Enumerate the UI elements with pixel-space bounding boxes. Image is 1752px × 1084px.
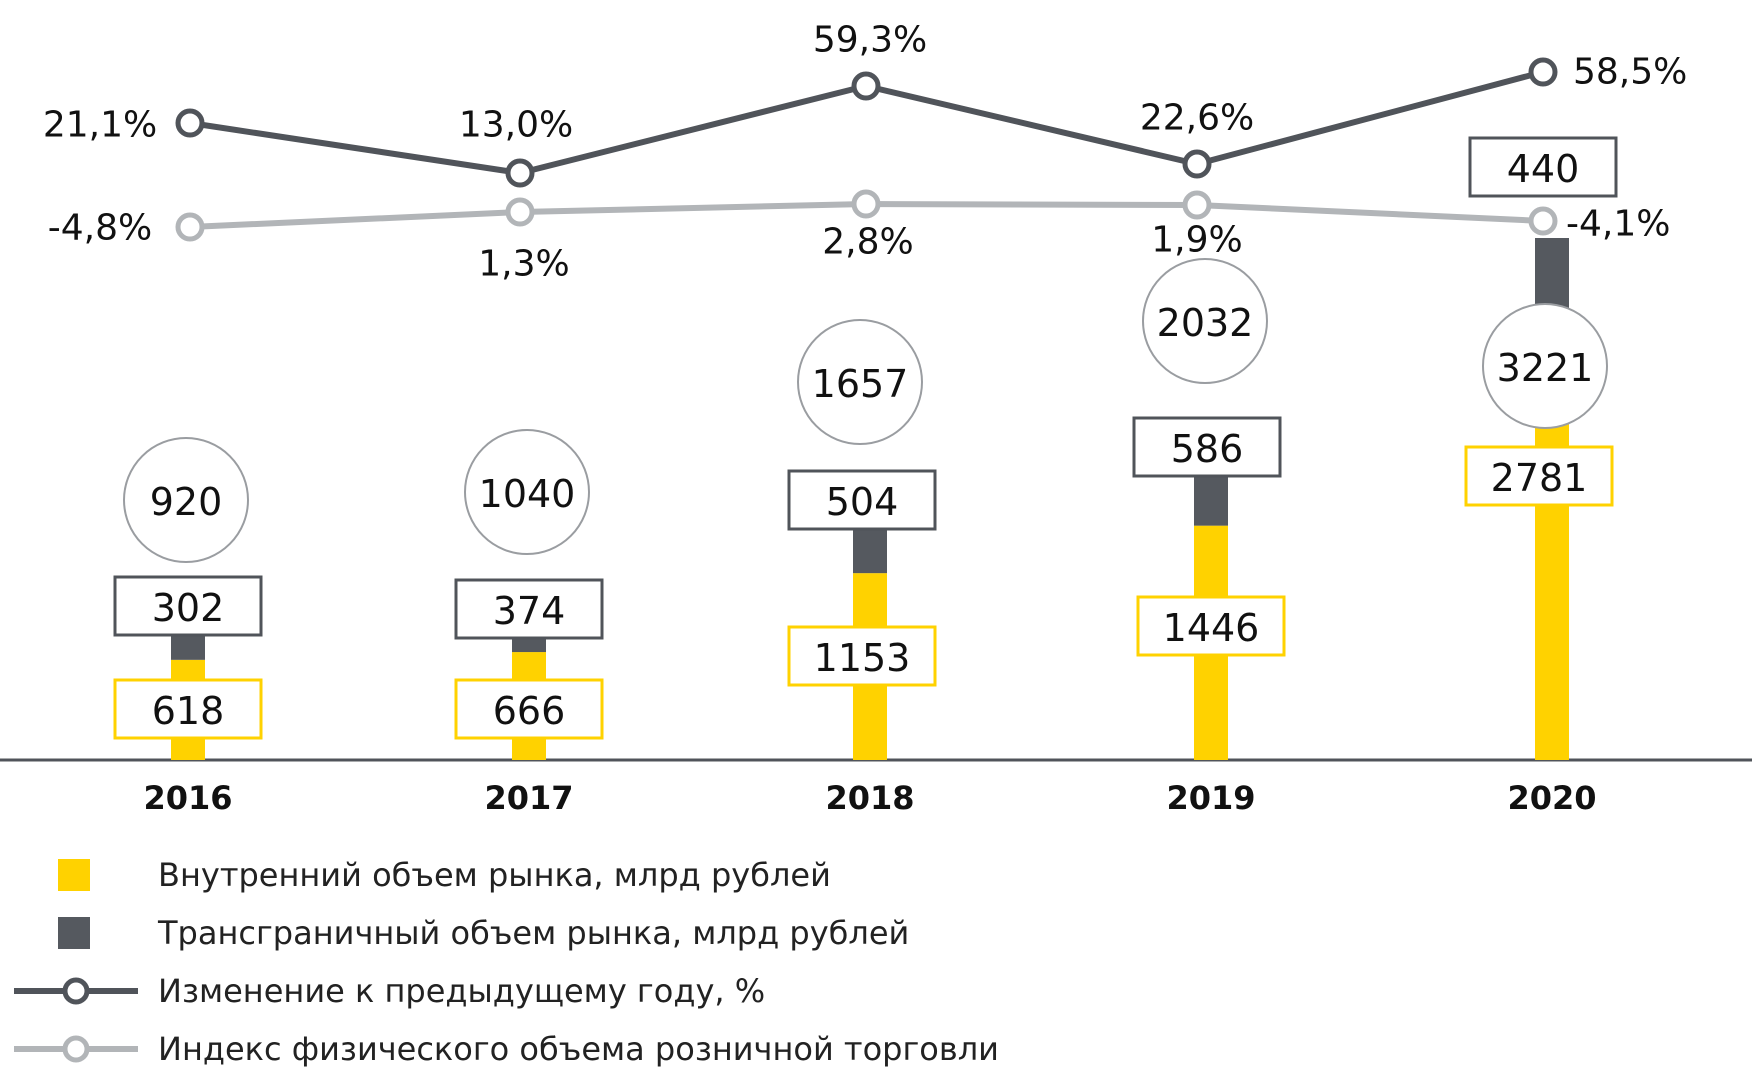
point-retail-index	[851, 189, 881, 219]
label-total-circle	[123, 437, 249, 563]
x-tick-label: 2017	[484, 779, 573, 817]
point-yoy-change	[1182, 149, 1212, 179]
point-yoy-change	[175, 108, 205, 138]
legend-label-yoy-change: Изменение к предыдущему году, %	[158, 972, 766, 1010]
label-total: 920	[150, 480, 223, 524]
label-total-circle	[464, 429, 590, 555]
legend-item-retail-index: Индекс физического объема розничной торг…	[0, 1029, 1100, 1069]
label-domestic: 1446	[1163, 606, 1260, 650]
label-domestic: 2781	[1491, 456, 1588, 500]
label-total-circle	[1482, 303, 1608, 429]
legend-swatch-domestic	[58, 859, 90, 891]
label-yoy-change: 58,5%	[1573, 52, 1687, 93]
x-tick-label: 2020	[1507, 779, 1596, 817]
label-yoy-change: 13,0%	[459, 105, 573, 146]
label-yoy-change: 21,1%	[43, 105, 157, 146]
label-yoy-change: 59,3%	[813, 20, 927, 61]
legend-label-crossborder: Трансграничный объем рынка, млрд рублей	[158, 914, 910, 952]
point-retail-index	[1528, 206, 1558, 236]
label-retail-index: 1,9%	[1151, 220, 1242, 261]
label-domestic-box	[113, 678, 263, 740]
label-total-circle	[1142, 258, 1268, 384]
x-tick-label: 2018	[825, 779, 914, 817]
label-crossborder: 374	[493, 589, 566, 633]
label-domestic-box	[1464, 445, 1614, 507]
point-retail-index	[505, 197, 535, 227]
legend-item-domestic: Внутренний объем рынка, млрд рублей	[0, 855, 1100, 895]
label-crossborder-box	[454, 578, 604, 640]
label-yoy-change: 22,6%	[1140, 98, 1254, 139]
label-total: 2032	[1157, 301, 1254, 345]
point-yoy-change	[505, 158, 535, 188]
legend-label-domestic: Внутренний объем рынка, млрд рублей	[158, 856, 831, 894]
label-total: 1040	[479, 472, 576, 516]
label-total-circle	[797, 319, 923, 445]
label-crossborder-box	[113, 575, 263, 637]
label-retail-index: -4,8%	[48, 208, 152, 249]
label-domestic: 666	[493, 689, 566, 733]
label-crossborder: 586	[1171, 427, 1244, 471]
label-total: 3221	[1497, 346, 1594, 390]
x-tick-label: 2016	[143, 779, 232, 817]
point-retail-index	[1182, 190, 1212, 220]
legend-label-retail-index: Индекс физического объема розничной торг…	[158, 1030, 999, 1068]
label-total: 1657	[812, 362, 909, 406]
legend-swatch-retail-index	[14, 1035, 138, 1063]
label-domestic-box	[787, 625, 937, 687]
point-yoy-change	[1528, 57, 1558, 87]
point-retail-index	[175, 212, 205, 242]
label-crossborder: 504	[826, 480, 899, 524]
label-crossborder-box	[1468, 136, 1618, 198]
legend-swatch-yoy-change	[14, 977, 138, 1005]
x-tick-label: 2019	[1166, 779, 1255, 817]
point-yoy-change	[851, 71, 881, 101]
label-crossborder: 440	[1507, 147, 1580, 191]
label-crossborder-box	[1132, 416, 1282, 478]
label-retail-index: 1,3%	[478, 244, 569, 285]
legend-item-crossborder: Трансграничный объем рынка, млрд рублей	[0, 913, 1100, 953]
legend-swatch-crossborder	[58, 917, 90, 949]
label-crossborder-box	[787, 469, 937, 531]
label-retail-index: -4,1%	[1566, 204, 1670, 245]
label-crossborder: 302	[152, 586, 225, 630]
label-retail-index: 2,8%	[822, 222, 913, 263]
label-domestic: 618	[152, 689, 225, 733]
label-domestic-box	[1136, 595, 1286, 657]
bar-crossborder	[1535, 238, 1569, 310]
chart: 2016 2017 2018 2019 2020 618 302 920 666 374 1040 1…	[0, 20, 1752, 817]
label-domestic: 1153	[814, 636, 911, 680]
legend-item-yoy-change: Изменение к предыдущему году, %	[0, 971, 1100, 1011]
label-domestic-box	[454, 678, 604, 740]
